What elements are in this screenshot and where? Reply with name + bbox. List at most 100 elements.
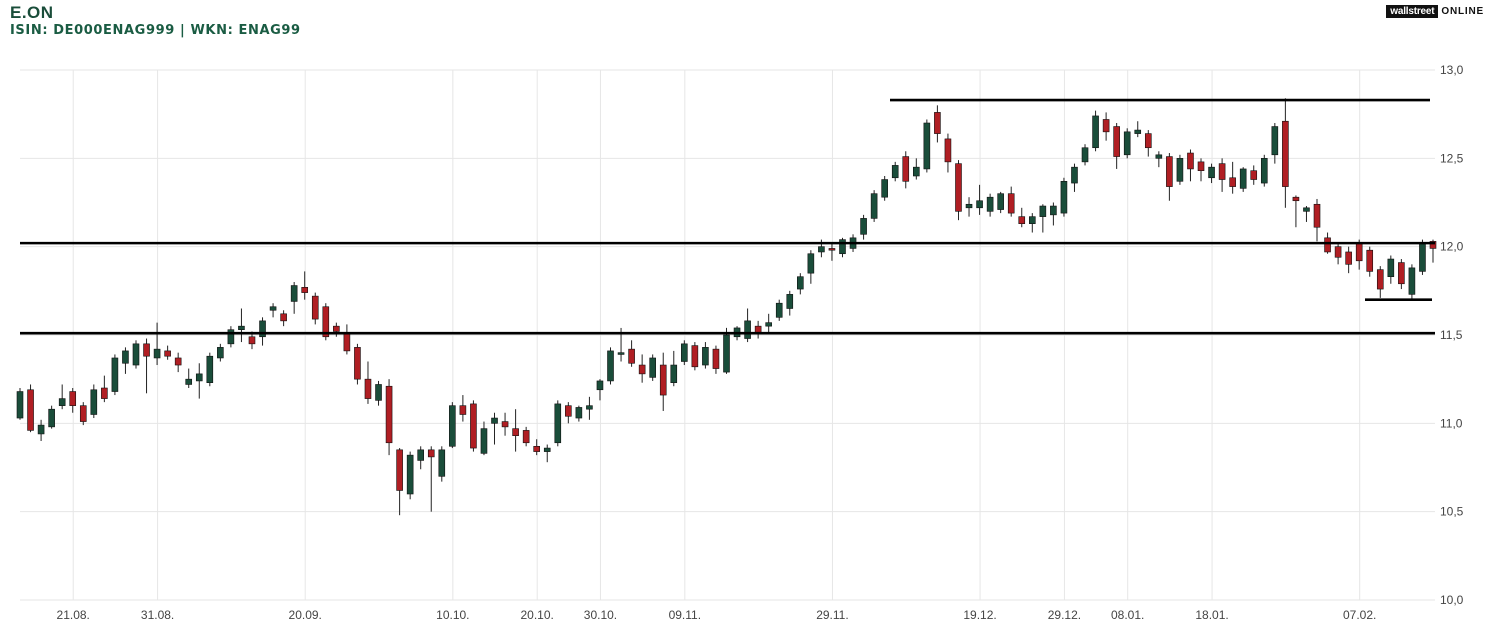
candle[interactable] (839, 237, 846, 258)
candle[interactable] (1166, 153, 1173, 201)
candle[interactable] (976, 184, 983, 215)
candle[interactable] (913, 158, 920, 180)
candle[interactable] (27, 384, 34, 433)
candle[interactable] (153, 322, 161, 366)
candle[interactable] (1144, 130, 1152, 157)
candle[interactable] (90, 384, 98, 419)
candle[interactable] (765, 313, 772, 334)
candle[interactable] (48, 405, 55, 429)
candle[interactable] (797, 273, 804, 295)
candle[interactable] (480, 421, 488, 456)
candle[interactable] (1376, 266, 1384, 298)
candle[interactable] (512, 409, 519, 452)
candle[interactable] (185, 368, 193, 388)
candle[interactable] (1113, 123, 1120, 169)
candle[interactable] (1060, 177, 1068, 217)
candle[interactable] (69, 388, 77, 413)
candle[interactable] (638, 354, 646, 383)
candle[interactable] (881, 176, 888, 201)
candle[interactable] (955, 160, 962, 221)
candle[interactable] (744, 308, 751, 343)
candle[interactable] (1039, 204, 1047, 233)
candle[interactable] (944, 133, 952, 173)
candle[interactable] (1387, 255, 1395, 284)
candle[interactable] (1408, 264, 1416, 300)
candle[interactable] (1303, 206, 1310, 222)
candle[interactable] (807, 250, 815, 284)
candle[interactable] (828, 243, 836, 261)
candle[interactable] (354, 343, 361, 385)
candle[interactable] (1123, 128, 1131, 159)
candle[interactable] (269, 303, 277, 318)
candle[interactable] (280, 310, 287, 327)
candle[interactable] (1334, 243, 1342, 265)
candle[interactable] (997, 191, 1004, 214)
candle[interactable] (101, 375, 108, 403)
candle[interactable] (607, 347, 614, 385)
candle[interactable] (1007, 186, 1015, 217)
candle[interactable] (16, 388, 24, 420)
candle[interactable] (238, 308, 245, 343)
candle[interactable] (860, 214, 867, 240)
candle[interactable] (1102, 112, 1110, 141)
candle[interactable] (501, 412, 509, 436)
candle[interactable] (1208, 163, 1215, 184)
candle[interactable] (311, 292, 319, 325)
candle[interactable] (659, 352, 667, 411)
candle[interactable] (58, 384, 66, 410)
candle[interactable] (470, 400, 477, 452)
candle[interactable] (449, 402, 456, 449)
candle[interactable] (406, 451, 414, 500)
candle[interactable] (596, 379, 604, 401)
candle[interactable] (1050, 202, 1057, 226)
candle[interactable] (459, 395, 467, 422)
candle[interactable] (364, 361, 372, 404)
candle[interactable] (1071, 163, 1078, 192)
candle[interactable] (586, 396, 593, 420)
candle[interactable] (111, 354, 119, 396)
candle[interactable] (174, 352, 182, 373)
candle[interactable] (1155, 151, 1163, 168)
candle[interactable] (195, 363, 203, 399)
candle[interactable] (1018, 207, 1026, 228)
candle[interactable] (79, 402, 87, 426)
candle[interactable] (1134, 121, 1142, 138)
candle[interactable] (343, 324, 351, 355)
candle[interactable] (396, 448, 403, 516)
candle[interactable] (712, 345, 720, 374)
candle[interactable] (143, 338, 150, 394)
candle[interactable] (1419, 239, 1426, 275)
wallstreet-online-logo[interactable]: wallstreet ONLINE (1386, 5, 1484, 18)
candle[interactable] (1239, 167, 1247, 192)
candle[interactable] (1187, 149, 1194, 182)
candle[interactable] (1345, 246, 1352, 274)
candle[interactable] (986, 193, 994, 217)
candle[interactable] (417, 446, 425, 470)
candle[interactable] (533, 439, 540, 456)
candle[interactable] (1218, 158, 1226, 192)
candle[interactable] (681, 340, 688, 366)
candle[interactable] (1313, 198, 1321, 242)
candle[interactable] (1292, 195, 1300, 228)
candle[interactable] (227, 326, 235, 348)
candle[interactable] (649, 354, 656, 381)
candle[interactable] (1260, 154, 1268, 187)
candle[interactable] (1282, 98, 1289, 208)
candle[interactable] (543, 444, 551, 463)
candle[interactable] (375, 380, 382, 406)
candle[interactable] (923, 119, 931, 173)
candle[interactable] (1366, 246, 1374, 277)
candle[interactable] (259, 317, 266, 346)
candle[interactable] (1398, 259, 1405, 290)
candle[interactable] (322, 303, 330, 341)
candle[interactable] (164, 345, 171, 360)
candle[interactable] (522, 426, 530, 447)
candle[interactable] (902, 151, 910, 189)
candle[interactable] (870, 190, 878, 222)
candle[interactable] (1081, 144, 1089, 166)
candle[interactable] (775, 299, 783, 321)
candle[interactable] (754, 320, 762, 339)
candle[interactable] (385, 379, 393, 456)
candle[interactable] (554, 400, 562, 447)
candle[interactable] (691, 342, 699, 371)
